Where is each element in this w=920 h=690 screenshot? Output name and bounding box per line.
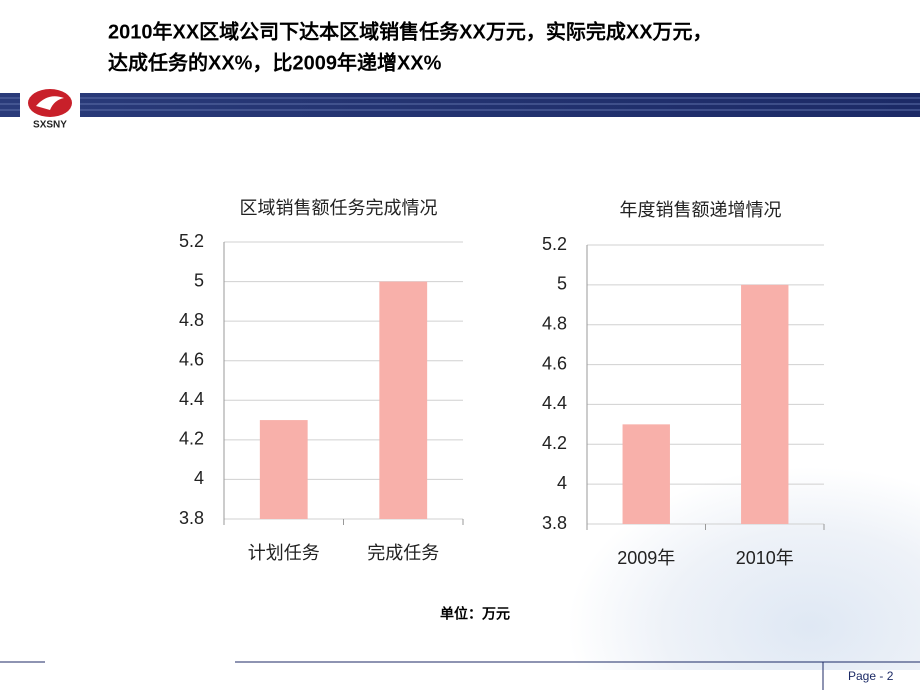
logo-horse [36, 96, 64, 110]
y-tick-label: 4 [194, 468, 204, 488]
y-tick-label: 4.2 [542, 433, 567, 453]
y-tick-label: 5 [557, 274, 567, 294]
y-tick-label: 4.6 [179, 349, 204, 369]
y-tick-label: 4 [557, 473, 567, 493]
splash [480, 380, 920, 670]
band-stripes [0, 97, 920, 111]
x-tick-label: 2010年 [736, 548, 794, 568]
bar [622, 424, 670, 524]
charts: 区域销售额任务完成情况 3.8 4 4.2 4.4 4.6 4.8 5 5.2 计划任务 完成任务 年… [179, 198, 825, 568]
y-tick-label: 4.8 [542, 313, 567, 333]
y-tick-label: 4.4 [542, 393, 567, 413]
x-tick-label: 计划任务 [248, 543, 320, 563]
y-tick-label: 4.8 [179, 310, 204, 330]
bar [741, 284, 789, 524]
bar [259, 420, 308, 519]
y-tick-label: 4.6 [542, 353, 567, 373]
y-tick-label: 5 [194, 270, 204, 290]
y-tick-label: 4.4 [179, 389, 204, 409]
logo-text: SXSNY [33, 120, 67, 131]
chart-title: 年度销售额递增情况 [620, 200, 782, 220]
y-tick-label: 3.8 [179, 508, 204, 528]
unit-label: 单位：万元 [440, 606, 510, 622]
y-tick-label: 5.2 [542, 234, 567, 254]
y-tick-label: 4.2 [179, 429, 204, 449]
y-tick-label: 3.8 [542, 513, 567, 533]
title-line: 2010年XX区域公司下达本区域销售任务XX万元，实际完成XX万元， [108, 19, 713, 43]
x-tick-label: 2009年 [617, 548, 675, 568]
y-tick-label: 5.2 [179, 231, 204, 251]
chart-title: 区域销售额任务完成情况 [240, 198, 438, 218]
x-tick-label: 完成任务 [367, 543, 439, 563]
page-number: Page - 2 [848, 669, 894, 683]
bar [379, 281, 428, 519]
title-line: 达成任务的XX%，比2009年递增XX% [108, 50, 442, 74]
header-band [0, 93, 920, 117]
